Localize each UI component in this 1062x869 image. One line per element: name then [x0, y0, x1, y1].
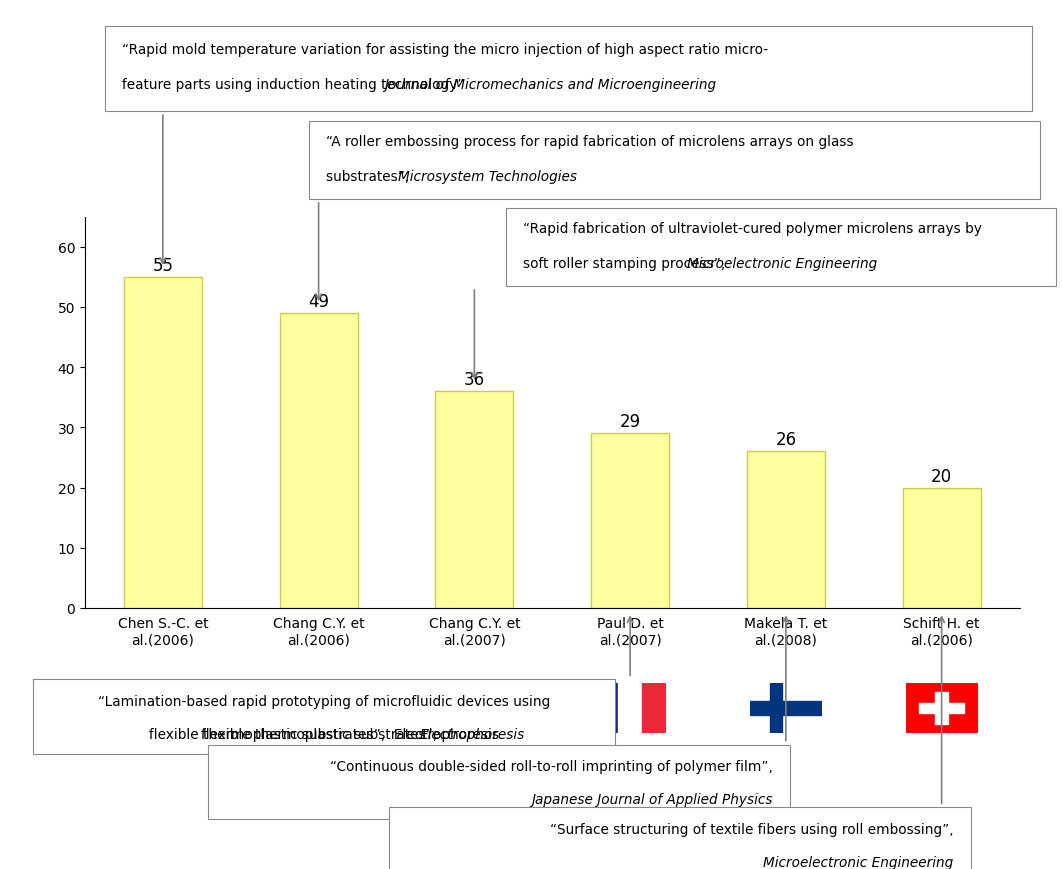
Bar: [592, 434, 669, 608]
Text: Journal of Micromechanics and Microengineering: Journal of Micromechanics and Microengin…: [384, 78, 717, 92]
Text: Microelectronic Engineering: Microelectronic Engineering: [764, 855, 954, 869]
Text: soft roller stamping process”,: soft roller stamping process”,: [523, 256, 734, 270]
Text: 36: 36: [464, 371, 485, 388]
Text: Electrophoresis: Electrophoresis: [419, 727, 525, 741]
Text: feature parts using induction heating technology”: feature parts using induction heating te…: [122, 78, 473, 92]
Bar: [750, 701, 822, 715]
Bar: [594, 683, 618, 733]
Text: 20: 20: [931, 467, 953, 485]
Bar: [935, 693, 948, 724]
Bar: [903, 488, 980, 608]
Text: “A roller embossing process for rapid fabrication of microlens arrays on glass: “A roller embossing process for rapid fa…: [326, 135, 854, 149]
Bar: [126, 683, 162, 708]
Text: flexible thermoplastic substrates”,: flexible thermoplastic substrates”,: [202, 727, 446, 741]
Bar: [124, 277, 202, 608]
Text: 49: 49: [308, 293, 329, 310]
Bar: [439, 683, 475, 708]
Text: “Lamination-based rapid prototyping of microfluidic devices using: “Lamination-based rapid prototyping of m…: [98, 694, 550, 708]
Text: 55: 55: [152, 256, 173, 275]
Circle shape: [447, 686, 466, 706]
Circle shape: [449, 688, 463, 703]
Circle shape: [135, 686, 154, 706]
Text: Microsystem Technologies: Microsystem Technologies: [398, 169, 577, 183]
Circle shape: [291, 686, 310, 706]
Text: Microelectronic Engineering: Microelectronic Engineering: [687, 256, 877, 270]
Text: Japanese Journal of Applied Physics: Japanese Journal of Applied Physics: [532, 793, 773, 806]
Circle shape: [294, 688, 307, 703]
Bar: [435, 392, 513, 608]
Text: “Rapid mold temperature variation for assisting the micro injection of high aspe: “Rapid mold temperature variation for as…: [122, 43, 768, 57]
Bar: [643, 683, 666, 733]
Bar: [770, 683, 782, 733]
Text: 29: 29: [619, 413, 640, 431]
Bar: [282, 683, 319, 708]
Text: flexible thermoplastic substrates”,  Electrophoresis: flexible thermoplastic substrates”, Elec…: [149, 727, 499, 741]
Bar: [279, 314, 358, 608]
Text: “Continuous double-sided roll-to-roll imprinting of polymer film”,: “Continuous double-sided roll-to-roll im…: [330, 760, 773, 773]
Text: “Rapid fabrication of ultraviolet-cured polymer microlens arrays by: “Rapid fabrication of ultraviolet-cured …: [523, 222, 981, 235]
Text: “Surface structuring of textile fibers using roll embossing”,: “Surface structuring of textile fibers u…: [550, 822, 954, 836]
Text: substrates”,: substrates”,: [326, 169, 418, 183]
Circle shape: [138, 688, 152, 703]
Bar: [618, 683, 643, 733]
Bar: [919, 704, 964, 713]
Bar: [747, 452, 825, 608]
Text: 26: 26: [775, 431, 796, 449]
